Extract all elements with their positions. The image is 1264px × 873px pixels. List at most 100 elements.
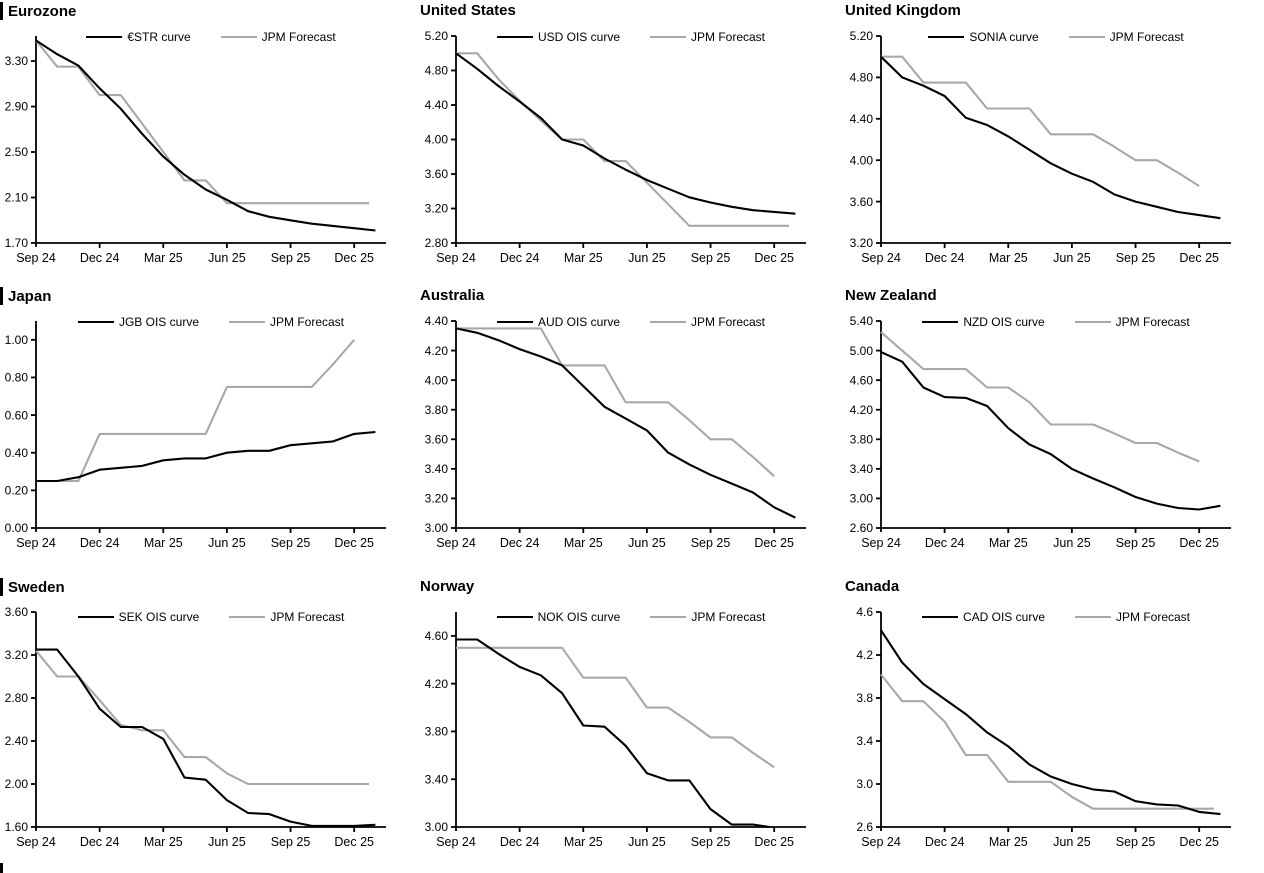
legend-label: CAD OIS curve xyxy=(962,610,1045,624)
svg-text:Mar 25: Mar 25 xyxy=(989,536,1028,550)
svg-text:4.60: 4.60 xyxy=(425,629,449,643)
svg-text:4.20: 4.20 xyxy=(425,677,449,691)
legend-label: JPM Forecast xyxy=(1116,610,1191,624)
svg-text:2.40: 2.40 xyxy=(5,734,29,748)
legend-label: JPM Forecast xyxy=(1109,30,1184,44)
chart-title: New Zealand xyxy=(845,287,937,304)
legend-line-swatch xyxy=(650,36,686,38)
legend-label: JPM Forecast xyxy=(270,315,345,329)
section-marker-bar xyxy=(0,578,3,596)
svg-text:Dec 24: Dec 24 xyxy=(925,835,965,849)
svg-text:Sep 24: Sep 24 xyxy=(861,835,901,849)
legend-line-swatch xyxy=(1075,616,1111,618)
svg-text:Dec 25: Dec 25 xyxy=(334,536,374,550)
svg-text:Jun 25: Jun 25 xyxy=(208,536,246,550)
legend-line-swatch xyxy=(650,616,687,618)
svg-text:5.20: 5.20 xyxy=(425,29,449,43)
legend-item: JPM Forecast xyxy=(229,610,344,624)
legend-label: NZD OIS curve xyxy=(963,315,1045,329)
svg-text:2.80: 2.80 xyxy=(425,236,449,250)
svg-text:Dec 24: Dec 24 xyxy=(80,536,120,550)
svg-text:Mar 25: Mar 25 xyxy=(564,251,603,265)
legend-label: JPM Forecast xyxy=(691,610,766,624)
svg-text:Sep 25: Sep 25 xyxy=(1116,536,1156,550)
plot-area: 3.00 3.40 3.80 4.20 4.60 Sep 24 Dec 24 Mar 25 Ju… xyxy=(425,612,806,849)
legend-label: JPM Forecast xyxy=(691,30,766,44)
chart-title: United States xyxy=(420,2,516,19)
legend-line-swatch xyxy=(77,321,114,323)
chart-title: Sweden xyxy=(8,578,65,596)
svg-text:Jun 25: Jun 25 xyxy=(1053,536,1091,550)
svg-text:1.70: 1.70 xyxy=(5,236,29,250)
svg-text:4.00: 4.00 xyxy=(425,373,449,387)
legend-item: JPM Forecast xyxy=(650,30,765,44)
legend-item: SONIA curve xyxy=(928,30,1039,44)
legend-line-swatch xyxy=(496,616,533,618)
legend-line-swatch xyxy=(496,321,533,323)
legend-line-swatch xyxy=(496,36,533,38)
svg-text:Sep 24: Sep 24 xyxy=(861,251,901,265)
plot-area: 3.20 3.60 4.00 4.40 4.80 5.20 Sep 24 Dec 24 Mar … xyxy=(850,29,1231,265)
legend-item: JPM Forecast xyxy=(229,315,344,329)
svg-text:3.40: 3.40 xyxy=(425,462,449,476)
svg-text:Sep 25: Sep 25 xyxy=(271,835,311,849)
svg-text:Jun 25: Jun 25 xyxy=(628,835,666,849)
chart-title: Australia xyxy=(420,287,485,304)
svg-text:Sep 24: Sep 24 xyxy=(16,835,56,849)
svg-text:Dec 25: Dec 25 xyxy=(334,835,374,849)
plot-area: 0.00 0.20 0.40 0.60 0.80 1.00 Sep 24 Dec 24 Mar … xyxy=(5,321,386,550)
legend-item: €STR curve xyxy=(86,30,191,44)
svg-text:Dec 24: Dec 24 xyxy=(80,835,120,849)
legend-label: SEK OIS curve xyxy=(118,610,200,624)
svg-text:Jun 25: Jun 25 xyxy=(628,251,666,265)
svg-text:1.00: 1.00 xyxy=(5,333,29,347)
plot-area: 2.6 3.0 3.4 3.8 4.2 4.6 Sep 24 Dec 24 Mar 25 Jun … xyxy=(856,605,1231,849)
svg-text:2.00: 2.00 xyxy=(5,777,29,791)
legend-line-swatch xyxy=(86,36,123,38)
svg-text:5.00: 5.00 xyxy=(850,344,874,358)
svg-text:Sep 25: Sep 25 xyxy=(271,536,311,550)
chart-title-row: Sweden xyxy=(0,578,420,596)
svg-text:Jun 25: Jun 25 xyxy=(208,835,246,849)
svg-text:4.40: 4.40 xyxy=(425,98,449,112)
chart-eurozone: Eurozone €STR curve JPM Forecast 1.70 2.1… xyxy=(0,0,420,285)
legend-line-swatch xyxy=(229,321,265,323)
svg-text:4.20: 4.20 xyxy=(425,344,449,358)
svg-text:4.20: 4.20 xyxy=(850,403,874,417)
legend-label: USD OIS curve xyxy=(537,30,620,44)
svg-text:4.40: 4.40 xyxy=(850,112,874,126)
chart-title: Eurozone xyxy=(8,2,77,20)
plot-area: 2.80 3.20 3.60 4.00 4.40 4.80 5.20 Sep 24 Dec 24… xyxy=(425,29,806,265)
svg-text:3.20: 3.20 xyxy=(425,492,449,506)
svg-text:Sep 24: Sep 24 xyxy=(436,536,476,550)
svg-text:3.4: 3.4 xyxy=(856,734,873,748)
svg-text:Dec 24: Dec 24 xyxy=(500,835,540,849)
svg-text:Mar 25: Mar 25 xyxy=(144,251,183,265)
legend-item: JPM Forecast xyxy=(1074,315,1190,329)
legend-label: JPM Forecast xyxy=(270,610,345,624)
chart-title: United Kingdom xyxy=(845,2,961,19)
legend-item: NZD OIS curve xyxy=(922,315,1045,329)
svg-text:3.8: 3.8 xyxy=(856,691,873,705)
svg-text:Dec 25: Dec 25 xyxy=(754,835,794,849)
legend-line-swatch xyxy=(922,321,959,323)
legend: NZD OIS curve JPM Forecast xyxy=(881,315,1231,329)
svg-text:Mar 25: Mar 25 xyxy=(144,536,183,550)
legend: USD OIS curve JPM Forecast xyxy=(456,30,806,44)
svg-text:Jun 25: Jun 25 xyxy=(1053,251,1091,265)
legend-label: JPM Forecast xyxy=(691,315,766,329)
svg-text:3.30: 3.30 xyxy=(5,54,29,68)
chart-title-row: Eurozone xyxy=(0,2,420,20)
chart-title-row: Norway xyxy=(420,578,845,595)
legend: CAD OIS curve JPM Forecast xyxy=(881,610,1231,624)
svg-text:Mar 25: Mar 25 xyxy=(564,835,603,849)
svg-text:Dec 24: Dec 24 xyxy=(500,251,540,265)
svg-text:Dec 25: Dec 25 xyxy=(1179,536,1219,550)
svg-text:4.80: 4.80 xyxy=(850,71,874,85)
legend-item: JGB OIS curve xyxy=(77,315,199,329)
chart-australia: Australia AUD OIS curve JPM Forecast 3.0… xyxy=(420,285,845,570)
plot-area: 2.60 3.00 3.40 3.80 4.20 4.60 5.00 5.40 Sep 24 De… xyxy=(850,314,1231,550)
chart-norway: Norway NOK OIS curve JPM Forecast 3.00 3.… xyxy=(420,570,845,873)
legend-item: JPM Forecast xyxy=(650,610,765,624)
legend-line-swatch xyxy=(1068,36,1105,38)
